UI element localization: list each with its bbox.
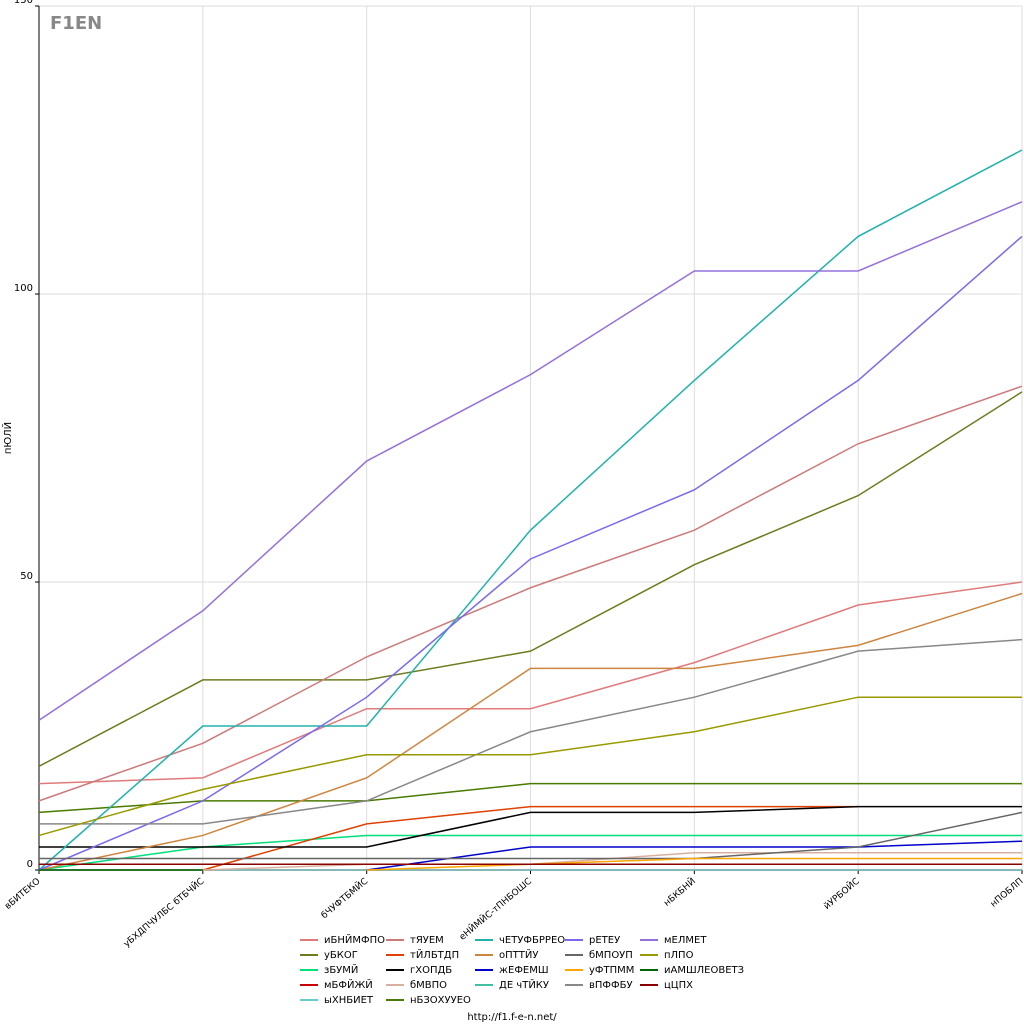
series-line (38, 391, 1023, 767)
series-line (38, 201, 1023, 721)
x-tick-label: бЧУФТБМЙС (319, 875, 371, 921)
y-axis-label: пЮЛЙ (1, 422, 14, 454)
series-line (202, 805, 859, 871)
series-line (38, 235, 1023, 871)
footer: http://f1.f-e-n.net/ (467, 1012, 557, 1023)
legend-label: нБЗОХУУЕО (410, 995, 471, 1006)
legend-label: зБУМЙ (324, 963, 358, 976)
x-tick-label: уБХДПЧУЛБС бТБЧЙС (121, 875, 207, 950)
series-line (39, 811, 1023, 860)
x-tick-label: йУРБОЙС (821, 875, 862, 912)
legend-label: бМПОУП (589, 950, 633, 961)
x-tick-label: вБИТЕКО (3, 877, 42, 912)
y-tick-label: 50 (20, 571, 33, 582)
legend-label: вПФФБУ (589, 980, 633, 991)
legend-label: рЕТЕУ (589, 935, 620, 946)
legend-label: иАМШЛЕОВЕТЗ (664, 965, 744, 976)
series-line (38, 696, 1022, 837)
logo: F1EN (50, 13, 102, 34)
series-line (39, 638, 1023, 825)
legend-label: оПТТЙУ (499, 948, 538, 961)
series-line (366, 840, 1023, 871)
legend-label: мБФЙЖЙ (324, 978, 373, 991)
x-tick-label: нПОБЛП (989, 877, 1024, 910)
x-tick-label: нБКБНЙ (661, 875, 698, 909)
legend-label: пЛПО (664, 950, 694, 961)
legend-label: жЕФЕМШ (499, 965, 549, 976)
legend-label: чЕТУФБРРЕО (499, 935, 565, 946)
logo-box (48, 12, 98, 34)
legend-label: ыХНБИЕТ (324, 995, 374, 1006)
series-line (38, 581, 1023, 785)
legend-label: уБКОГ (324, 950, 358, 961)
series-line (38, 385, 1023, 802)
series-line (38, 149, 1023, 871)
legend-label: ДЕ чТЙКУ (499, 978, 549, 991)
legend-label: гХОПДБ (410, 965, 452, 976)
series-line (366, 857, 1022, 871)
legend-label: бМВПО (410, 980, 447, 991)
legend-label: иБНЙМФПО (324, 933, 385, 946)
legend-label: тЯУЕМ (410, 935, 444, 946)
legend-label: тЙЛБТДП (410, 948, 459, 961)
y-tick-label: 150 (14, 0, 33, 6)
legend-label: уФТПММ (589, 965, 634, 976)
series-line (39, 805, 1022, 848)
legend-label: цЦПХ (664, 980, 693, 991)
y-tick-label: 0 (27, 859, 33, 870)
y-tick-label: 100 (14, 283, 33, 294)
series-line (38, 592, 1023, 871)
x-tick-label: еНЙМЙС-тПНБОШС (457, 875, 534, 943)
legend-label: мЕЛМЕТ (664, 935, 707, 946)
